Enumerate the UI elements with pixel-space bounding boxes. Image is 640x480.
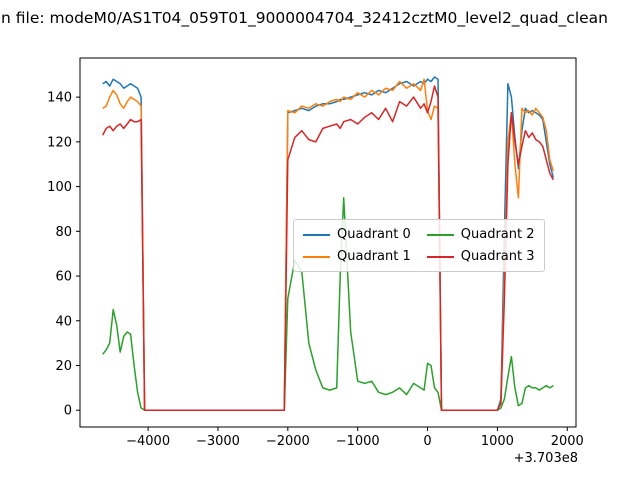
x-axis-ticklabel: −2000 bbox=[266, 434, 310, 449]
y-axis-ticklabel: 120 bbox=[47, 135, 72, 150]
y-axis-ticklabel: 140 bbox=[47, 91, 72, 106]
y-axis-ticklabel: 20 bbox=[55, 359, 72, 374]
legend-line-quadrant-0 bbox=[303, 233, 330, 236]
x-axis-ticklabel: −4000 bbox=[126, 434, 170, 449]
legend-entry: Quadrant 1 bbox=[303, 249, 411, 264]
legend-label: Quadrant 3 bbox=[460, 249, 535, 264]
y-axis-ticklabel: 0 bbox=[64, 404, 72, 419]
y-axis-ticklabel: 40 bbox=[55, 314, 72, 329]
legend-line-quadrant-1 bbox=[303, 255, 330, 258]
series-line-quadrant-3 bbox=[102, 85, 554, 411]
x-axis-ticklabel: 0 bbox=[423, 434, 431, 449]
legend-label: Quadrant 0 bbox=[337, 227, 411, 242]
axes-frame bbox=[79, 57, 577, 428]
legend-line-quadrant-2 bbox=[426, 233, 454, 236]
x-axis-ticklabel: 1000 bbox=[481, 434, 514, 449]
legend-label: Quadrant 1 bbox=[337, 249, 411, 264]
y-axis-ticklabel: 100 bbox=[47, 180, 72, 195]
x-axis-ticklabel: −3000 bbox=[196, 434, 240, 449]
series-line-quadrant-2 bbox=[102, 197, 554, 411]
x-axis-ticklabel: −1000 bbox=[336, 434, 380, 449]
legend-entry: Quadrant 2 bbox=[426, 227, 535, 242]
series-line-quadrant-1 bbox=[102, 78, 555, 411]
y-axis-ticklabel: 80 bbox=[55, 225, 72, 240]
chart-title: n file: modeM0/AS1T04_059T01_9000004704_… bbox=[1, 9, 608, 27]
legend: Quadrant 0 Quadrant 1 Quadrant 2 Quadran… bbox=[293, 219, 545, 272]
legend-entry: Quadrant 3 bbox=[426, 249, 535, 264]
y-axis-ticklabel: 60 bbox=[55, 270, 72, 285]
legend-line-quadrant-3 bbox=[426, 255, 454, 258]
x-axis-offset-label: +3.703e8 bbox=[513, 451, 578, 466]
legend-entry: Quadrant 0 bbox=[303, 227, 411, 242]
legend-label: Quadrant 2 bbox=[460, 227, 535, 242]
x-axis-ticklabel: 2000 bbox=[551, 434, 584, 449]
